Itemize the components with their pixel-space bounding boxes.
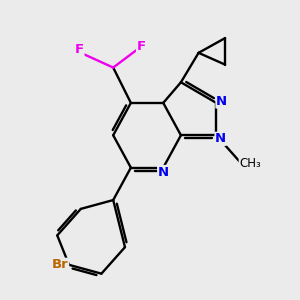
Text: F: F xyxy=(75,44,84,56)
Text: N: N xyxy=(158,166,169,178)
Text: Br: Br xyxy=(52,258,69,271)
Text: F: F xyxy=(136,40,146,53)
Text: N: N xyxy=(216,95,227,108)
Text: CH₃: CH₃ xyxy=(239,157,261,170)
Text: N: N xyxy=(215,132,226,145)
